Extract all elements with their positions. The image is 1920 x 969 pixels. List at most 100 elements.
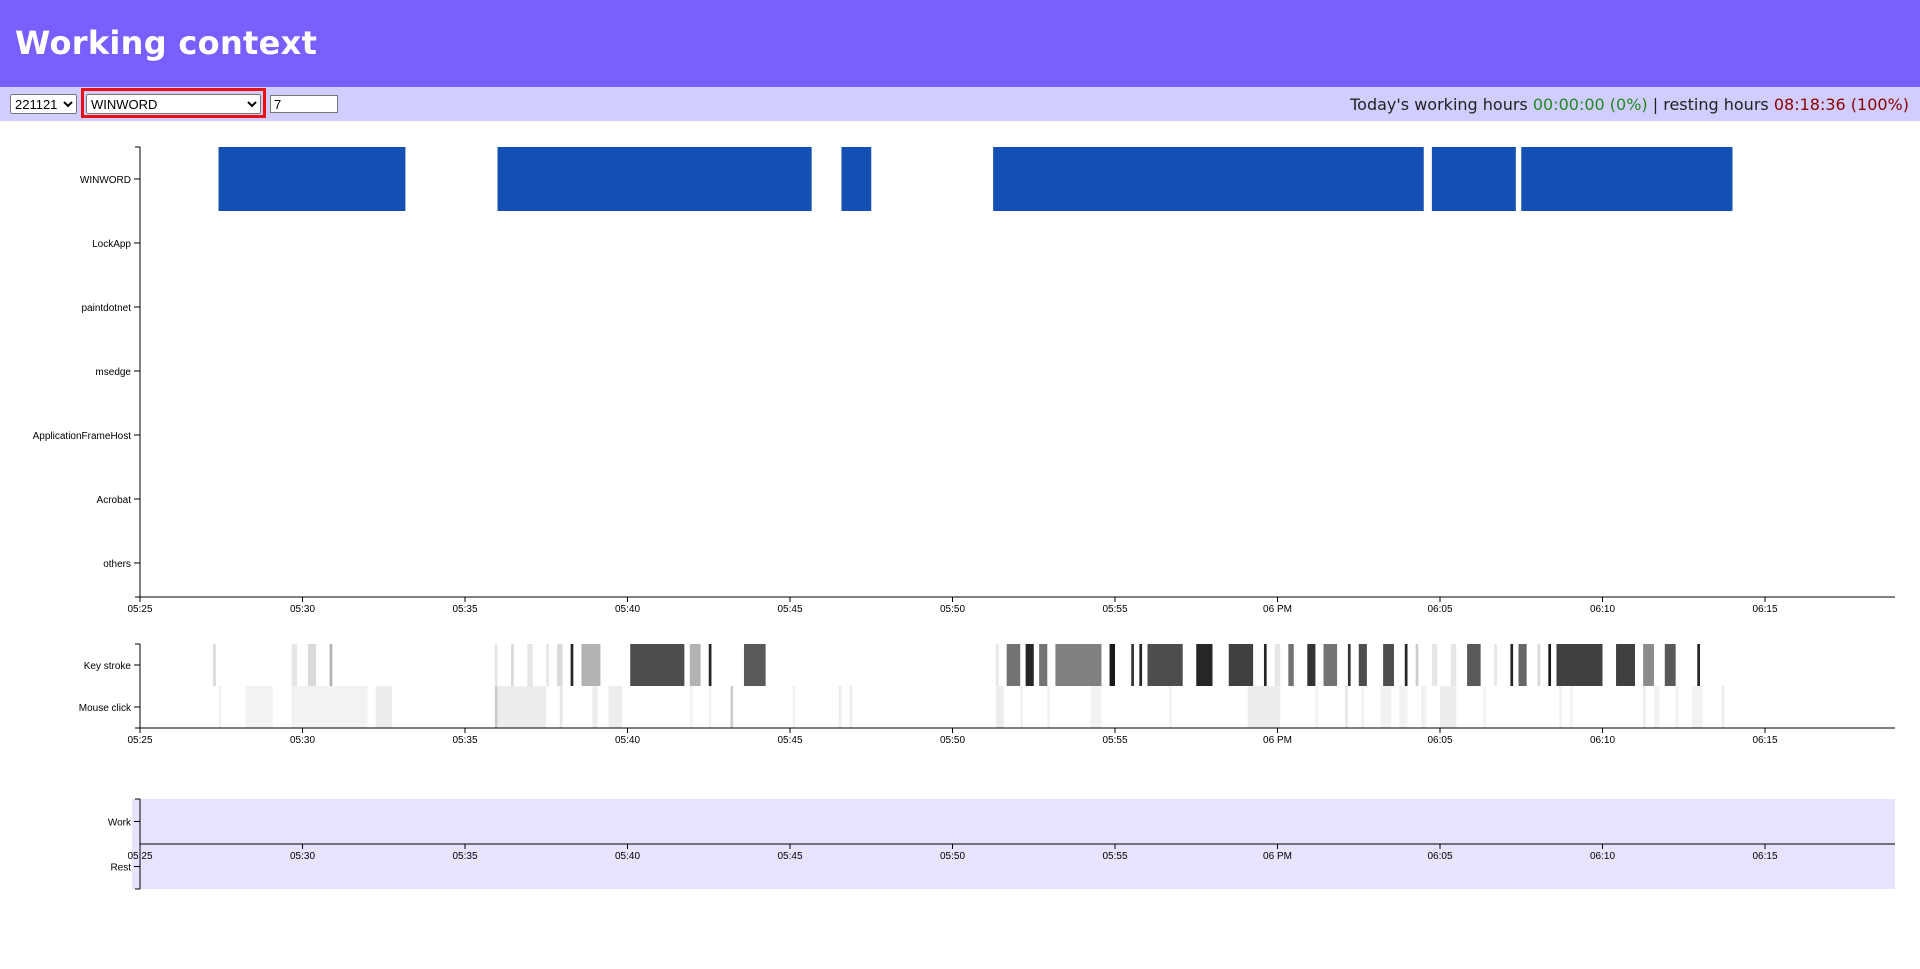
keystroke-cell — [1288, 644, 1294, 686]
mouse-click-cell — [708, 686, 712, 728]
app-select-highlight: WINWORD — [81, 88, 266, 118]
mouse-click-cell — [792, 686, 796, 728]
x-tick-label: 06:05 — [1427, 851, 1452, 862]
x-tick-label: 05:45 — [777, 851, 802, 862]
app-usage-bar — [841, 147, 872, 211]
keystroke-cell — [1616, 644, 1635, 686]
keystroke-cell — [1139, 644, 1143, 686]
x-tick-label: 06:10 — [1590, 604, 1615, 615]
keystroke-cell — [1450, 644, 1457, 686]
app-select[interactable]: WINWORD — [86, 94, 261, 114]
keystroke-cell — [1323, 644, 1338, 686]
y-tick-label: Work — [108, 818, 132, 829]
mouse-click-cell — [1570, 686, 1573, 728]
keystroke-cell — [1697, 644, 1700, 686]
keystroke-cell — [581, 644, 601, 686]
x-tick-label: 06:15 — [1752, 851, 1777, 862]
keystroke-cell — [557, 644, 563, 686]
keystroke-cell — [1039, 644, 1048, 686]
resting-hours-value: 08:18:36 (100%) — [1773, 95, 1909, 114]
keystroke-cell — [307, 644, 317, 686]
mouse-click-cell — [1090, 686, 1102, 728]
x-tick-label: 05:55 — [1102, 604, 1127, 615]
mouse-click-cell — [1345, 686, 1348, 728]
keystroke-cell — [1196, 644, 1213, 686]
mouse-click-cell — [218, 686, 222, 728]
mouse-click-cell — [1020, 686, 1023, 728]
x-tick-label: 05:25 — [127, 851, 152, 862]
mouse-click-cell — [1440, 686, 1457, 728]
x-tick-label: 05:40 — [615, 851, 640, 862]
mouse-click-cell — [1380, 686, 1392, 728]
keystroke-cell — [743, 644, 766, 686]
mouse-click-cell — [375, 686, 392, 728]
keystroke-cell — [329, 644, 333, 686]
y-tick-label: WINWORD — [80, 175, 131, 186]
keystroke-cell — [1415, 644, 1419, 686]
x-tick-label: 05:45 — [777, 735, 802, 746]
x-tick-label: 06 PM — [1263, 735, 1292, 746]
page-title: Working context — [15, 24, 318, 62]
keystroke-cell — [511, 644, 514, 686]
mouse-click-cell — [1643, 686, 1646, 728]
mouse-click-cell — [1315, 686, 1319, 728]
work-rest-band — [131, 799, 1895, 844]
keystroke-cell — [291, 644, 298, 686]
mouse-click-cell — [1361, 686, 1365, 728]
keystroke-cell — [1131, 644, 1134, 686]
mouse-click-cell — [1721, 686, 1725, 728]
keystroke-cell — [1548, 644, 1552, 686]
x-tick-label: 05:35 — [452, 735, 477, 746]
x-tick-label: 05:55 — [1102, 735, 1127, 746]
keystroke-cell — [995, 644, 999, 686]
keystroke-cell — [1025, 644, 1034, 686]
keystroke-cell — [1383, 644, 1394, 686]
keystroke-cell — [546, 644, 549, 686]
x-tick-label: 05:50 — [940, 604, 965, 615]
x-tick-label: 06:10 — [1590, 851, 1615, 862]
days-input[interactable] — [270, 95, 338, 113]
keystroke-cell — [1263, 644, 1267, 686]
app-usage-bar — [497, 147, 812, 211]
mouse-click-cell — [1483, 686, 1487, 728]
y-tick-label: LockApp — [92, 239, 131, 250]
mouse-click-cell — [1421, 686, 1427, 728]
x-tick-label: 05:30 — [290, 851, 315, 862]
mouse-click-cell — [608, 686, 623, 728]
keystroke-cell — [1228, 644, 1254, 686]
keystroke-cell — [1518, 644, 1527, 686]
x-tick-label: 05:45 — [777, 604, 802, 615]
mouse-click-cell — [1247, 686, 1281, 728]
keystroke-cell — [708, 644, 712, 686]
keystroke-cell — [1643, 644, 1654, 686]
mouse-click-cell — [838, 686, 842, 728]
x-tick-label: 05:30 — [290, 604, 315, 615]
keystroke-cell — [570, 644, 574, 686]
keystroke-cell — [630, 644, 685, 686]
mouse-click-cell — [592, 686, 598, 728]
x-tick-label: 06 PM — [1263, 851, 1292, 862]
x-tick-label: 05:35 — [452, 851, 477, 862]
app-usage-bar — [1431, 147, 1516, 211]
mouse-click-cell — [730, 686, 734, 728]
y-tick-label: others — [103, 559, 131, 570]
working-hours-label: Today's working hours — [1350, 95, 1528, 114]
mouse-click-cell — [849, 686, 853, 728]
keystroke-cell — [1556, 644, 1603, 686]
y-tick-label: Key stroke — [84, 661, 132, 672]
app-usage-bar — [218, 147, 406, 211]
x-tick-label: 06:05 — [1427, 735, 1452, 746]
x-tick-label: 05:25 — [127, 735, 152, 746]
x-tick-label: 05:25 — [127, 604, 152, 615]
app-usage-bar — [1521, 147, 1733, 211]
toolbar: 221121 WINWORD Today's working hours 00:… — [0, 87, 1920, 121]
y-tick-label: paintdotnet — [82, 303, 132, 314]
date-select[interactable]: 221121 — [10, 94, 77, 114]
mouse-click-cell — [1653, 686, 1660, 728]
keystroke-cell — [1664, 644, 1676, 686]
mouse-click-cell — [689, 686, 693, 728]
x-tick-label: 06:15 — [1752, 735, 1777, 746]
x-tick-label: 06:10 — [1590, 735, 1615, 746]
y-tick-label: Rest — [110, 863, 131, 874]
app-usage-bar — [993, 147, 1424, 211]
